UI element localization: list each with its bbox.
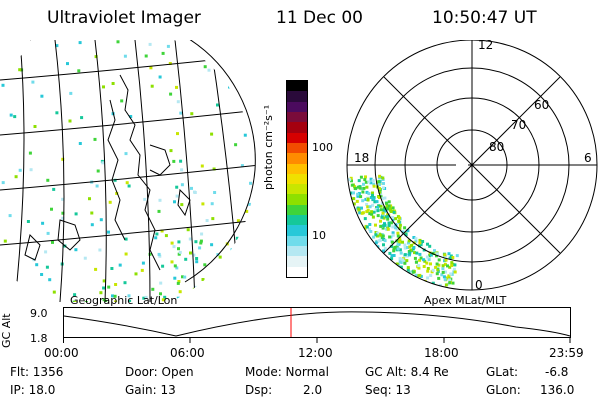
colorbar-segment bbox=[287, 81, 307, 92]
glon-label: GLon: bbox=[486, 383, 521, 397]
colorbar-segment bbox=[287, 184, 307, 195]
geographic-emission bbox=[0, 40, 252, 302]
colorbar-segment bbox=[287, 153, 307, 164]
lat-label-80: 80 bbox=[489, 140, 504, 154]
door-info: Door: Open bbox=[125, 365, 194, 379]
flt-info: Flt: 1356 bbox=[10, 365, 64, 379]
colorbar-segment bbox=[287, 246, 307, 257]
colorbar-segment bbox=[287, 194, 307, 205]
altitude-plot-frame bbox=[63, 307, 571, 338]
geographic-image bbox=[0, 40, 256, 302]
altitude-x-ticks bbox=[63, 337, 571, 343]
ip-info: IP: 18.0 bbox=[10, 383, 56, 397]
dsp-value: 2.0 bbox=[303, 383, 323, 397]
lat-label-60: 60 bbox=[534, 98, 549, 112]
lat-label-70: 70 bbox=[511, 118, 526, 132]
instrument-title: Ultraviolet Imager bbox=[47, 8, 201, 28]
altitude-curve bbox=[63, 311, 571, 337]
colorbar-segment bbox=[287, 204, 307, 216]
auroral-emission bbox=[348, 174, 459, 287]
colorbar-segment bbox=[287, 215, 307, 226]
time-tick-2359: 23:59 bbox=[549, 346, 584, 360]
time-tick-1800: 18:00 bbox=[424, 346, 459, 360]
colorbar-tick-100: 100 bbox=[312, 141, 333, 154]
polar-mlt-plot: 12 18 6 0 60 70 80 bbox=[346, 40, 598, 292]
colorbar-segment bbox=[287, 122, 307, 133]
altitude-tick-min: 1.8 bbox=[30, 332, 48, 345]
colorbar-segment bbox=[287, 173, 307, 185]
colorbar-segment bbox=[287, 235, 307, 246]
glon-value: 136.0 bbox=[540, 383, 575, 397]
colorbar-segment bbox=[287, 266, 307, 277]
time-label: 10:50:47 UT bbox=[432, 8, 537, 28]
time-tick-0600: 06:00 bbox=[170, 346, 205, 360]
glat-label: GLat: bbox=[486, 365, 519, 379]
gcalt-info: GC Alt: 8.4 Re bbox=[365, 365, 449, 379]
dsp-label: Dsp: bbox=[245, 383, 273, 397]
mlt-label-6: 6 bbox=[584, 151, 592, 165]
colorbar-segment bbox=[287, 163, 307, 174]
colorbar-unit-label: photon cm⁻²s⁻¹ bbox=[262, 104, 275, 190]
colorbar-segment bbox=[287, 101, 307, 112]
latitude-grid bbox=[0, 54, 255, 246]
altitude-axis-label: GC Alt bbox=[0, 313, 13, 348]
gain-info: Gain: 13 bbox=[125, 383, 176, 397]
altitude-plot bbox=[63, 307, 571, 343]
colorbar-tick-10: 10 bbox=[312, 229, 326, 242]
colorbar-segment bbox=[287, 111, 307, 123]
color-scale-bar bbox=[286, 80, 308, 278]
mlt-label-12: 12 bbox=[478, 40, 493, 52]
geographic-label: Geographic Lat/Lon bbox=[70, 294, 178, 307]
colorbar-segment bbox=[287, 225, 307, 236]
coastline bbox=[24, 74, 191, 271]
altitude-tick-max: 9.0 bbox=[30, 307, 48, 320]
mlt-label-18: 18 bbox=[354, 151, 369, 165]
time-tick-0000: 00:00 bbox=[44, 346, 79, 360]
earth-limb bbox=[30, 40, 256, 283]
colorbar-segment bbox=[287, 256, 307, 267]
mode-info: Mode: Normal bbox=[245, 365, 329, 379]
colorbar-segment bbox=[287, 132, 307, 143]
colorbar-segment bbox=[287, 142, 307, 154]
mlt-label-0: 0 bbox=[475, 278, 483, 292]
polar-diagonal-2 bbox=[383, 76, 561, 254]
seq-info: Seq: 13 bbox=[365, 383, 411, 397]
time-tick-1200: 12:00 bbox=[298, 346, 333, 360]
colorbar-segment bbox=[287, 91, 307, 102]
glat-value: -6.8 bbox=[545, 365, 569, 379]
apex-label: Apex MLat/MLT bbox=[424, 294, 507, 307]
date-label: 11 Dec 00 bbox=[276, 8, 363, 28]
